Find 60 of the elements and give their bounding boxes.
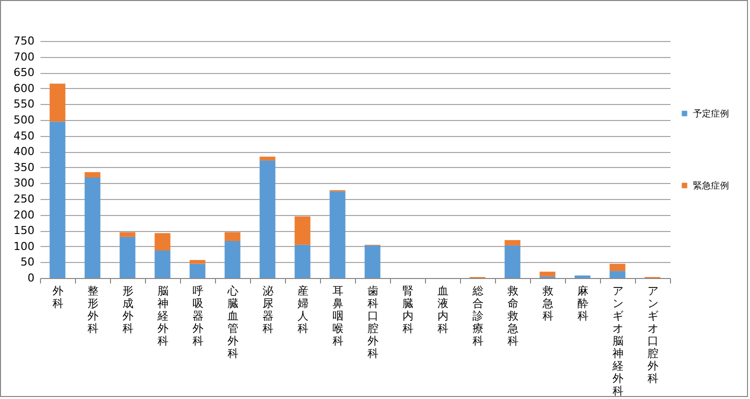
x-tick-label: 心臓血管外科 <box>226 284 238 360</box>
y-tick-label: 250 <box>14 192 34 206</box>
y-tick-label: 300 <box>14 176 34 190</box>
y-tick-label: 100 <box>14 240 34 253</box>
x-tick-label: 総合診療科 <box>472 284 484 348</box>
category-label: アンギオ脳神経外科 <box>612 284 624 398</box>
bar <box>50 122 66 278</box>
x-tick-label: 脳神経外科 <box>156 284 168 348</box>
bar <box>224 232 240 242</box>
bar <box>154 250 170 278</box>
bar <box>190 260 206 264</box>
y-tick-label: 700 <box>14 50 34 64</box>
y-tick-label: 750 <box>14 34 34 48</box>
y-tick-label: 550 <box>14 98 34 111</box>
bar <box>120 236 136 278</box>
bar <box>120 232 136 237</box>
bar <box>260 160 276 278</box>
y-tick-label: 350 <box>14 160 34 174</box>
x-tick-label: 歯科口腔外科 <box>368 284 378 360</box>
y-tick-label: 600 <box>14 82 34 95</box>
x-tick-label: アンギオ口腔外科 <box>648 284 658 385</box>
bar <box>190 264 206 278</box>
x-tick-label: 血液内科 <box>438 284 448 335</box>
x-tick-label: 救命救急科 <box>506 284 518 348</box>
x-tick-label: 外科 <box>52 284 64 310</box>
bar <box>610 271 626 278</box>
bar <box>294 216 310 245</box>
x-tick-label: 泌尿器科 <box>262 284 274 335</box>
bar <box>504 245 520 278</box>
bar <box>574 275 590 278</box>
x-tick-label: 形成外科 <box>122 284 134 335</box>
bar <box>540 272 556 276</box>
x-tick-label: 腎臓内科 <box>402 284 414 335</box>
y-tick-label: 650 <box>14 66 34 80</box>
bar <box>364 245 380 278</box>
x-tick-label: 産婦人科 <box>298 284 308 335</box>
y-tick-label: 500 <box>14 114 34 126</box>
bar <box>154 233 170 251</box>
x-tick-label: 整形外科 <box>88 284 98 335</box>
bar <box>50 84 66 122</box>
bar <box>84 172 100 178</box>
legend-label: 緊急症例 <box>693 180 729 192</box>
x-tick-label: 救急科 <box>542 284 554 322</box>
y-tick-label: 400 <box>14 145 34 158</box>
bar <box>504 240 520 246</box>
bar <box>84 178 100 278</box>
bar <box>610 264 626 272</box>
y-tick-label: 450 <box>14 129 34 142</box>
legend-label: 予定症例 <box>693 108 729 120</box>
y-tick-label: 150 <box>14 224 34 238</box>
x-tick-label: 麻酔科 <box>578 284 588 322</box>
bar <box>260 156 276 160</box>
y-tick-label: 200 <box>14 208 34 222</box>
y-tick-label: 50 <box>20 256 34 269</box>
x-tick-label: 耳鼻咽喉科 <box>332 284 344 348</box>
bar <box>294 244 310 278</box>
x-tick-label: 呼吸器外科 <box>192 284 204 348</box>
y-tick-label: 0 <box>28 272 34 284</box>
bar <box>330 191 346 278</box>
bar <box>224 241 240 278</box>
